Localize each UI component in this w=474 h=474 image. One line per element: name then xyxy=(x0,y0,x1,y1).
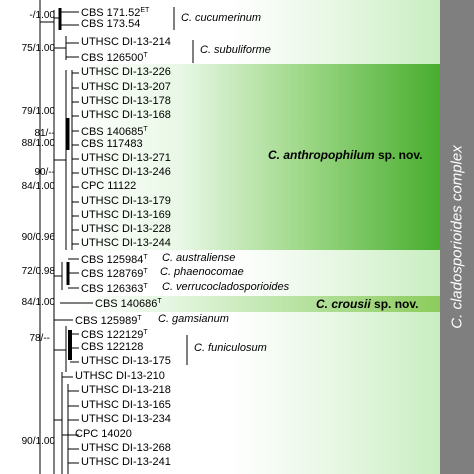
complex-side-label: C. cladosporioides complex xyxy=(448,145,466,329)
type-superscript: T xyxy=(137,315,142,322)
type-superscript: T xyxy=(143,52,148,59)
species-note-funiculosum: C. funiculosum xyxy=(194,342,267,354)
species-note-subuliforme: C. subuliforme xyxy=(200,44,271,56)
clade-suffix-anthropophilum: sp. nov. xyxy=(378,148,423,162)
taxon-label: UTHSC DI-13-210 xyxy=(75,370,165,382)
support-value: 79/1.00 xyxy=(21,106,55,117)
type-superscript: T xyxy=(143,254,148,261)
anthropophilum-band xyxy=(68,64,440,250)
taxon-label: UTHSC DI-13-179 xyxy=(81,195,171,207)
support-value: 75/1.00 xyxy=(21,43,55,54)
taxon-label: CBS 125984T xyxy=(81,254,148,266)
support-value: 84/1.00 xyxy=(21,181,55,192)
taxon-label: UTHSC DI-13-246 xyxy=(81,166,171,178)
taxon-label: UTHSC DI-13-271 xyxy=(81,152,171,164)
taxon-species-note: C. verrucocladosporioides xyxy=(162,281,290,293)
taxon-species-note: C. australiense xyxy=(162,252,236,264)
taxon-label: UTHSC DI-13-244 xyxy=(81,237,171,249)
taxon-label: CPC 14020 xyxy=(75,428,132,440)
taxon-label: CBS 125989T xyxy=(75,315,142,327)
taxon-label: UTHSC DI-13-214 xyxy=(81,36,171,48)
taxon-label: CBS 140686T xyxy=(95,298,162,310)
taxon-label: UTHSC DI-13-226 xyxy=(81,66,171,78)
species-note-cucumerinum: C. cucumerinum xyxy=(181,12,262,24)
support-value: 88/1.00 xyxy=(21,138,55,149)
support-value: 78/-- xyxy=(29,333,50,344)
clade-suffix-crousii: sp. nov. xyxy=(374,297,419,311)
taxon-label: UTHSC DI-13-234 xyxy=(81,413,171,425)
taxon-label: UTHSC DI-13-241 xyxy=(81,456,171,468)
clade-name-anthropophilum: C. anthropophilum xyxy=(268,148,375,162)
taxon-label: UTHSC DI-13-175 xyxy=(81,355,171,367)
support-value: 90/1.00 xyxy=(21,436,55,447)
support-value: 90/0.96 xyxy=(21,232,55,243)
taxon-label: UTHSC DI-13-169 xyxy=(81,209,171,221)
taxon-label: UTHSC DI-13-228 xyxy=(81,223,171,235)
taxon-label: UTHSC DI-13-207 xyxy=(81,81,171,93)
taxon-label: CBS 140685T xyxy=(81,126,148,138)
support-value: 81/-- xyxy=(34,128,55,139)
crousii-band xyxy=(75,296,440,312)
type-superscript: T xyxy=(143,283,148,290)
taxon-label: UTHSC DI-13-178 xyxy=(81,95,171,107)
taxon-label: CPC 11122 xyxy=(81,180,137,192)
taxon-label: UTHSC DI-13-165 xyxy=(81,399,171,411)
taxon-label: CBS 173.54 xyxy=(81,18,141,30)
taxon-species-note: C. gamsianum xyxy=(158,313,229,325)
clade-title-crousii: C. crousii sp. nov. xyxy=(316,297,418,311)
taxon-label: UTHSC DI-13-218 xyxy=(81,384,171,396)
taxon-label: CBS 122128 xyxy=(81,341,144,353)
clade-name-crousii: C. crousii xyxy=(316,297,371,311)
type-superscript: ET xyxy=(140,7,150,14)
taxon-species-note: C. phaenocomae xyxy=(160,266,244,278)
taxon-label: UTHSC DI-13-268 xyxy=(81,442,171,454)
taxon-label: UTHSC DI-13-168 xyxy=(81,109,171,121)
type-superscript: T xyxy=(143,268,148,275)
taxon-label: CBS 122129T xyxy=(81,329,148,341)
support-value: 90/-- xyxy=(34,167,55,178)
taxon-label: CBS 128769T xyxy=(81,268,148,280)
type-superscript: T xyxy=(157,298,162,305)
type-superscript: T xyxy=(143,126,148,133)
clade-title-anthropophilum: C. anthropophilum sp. nov. xyxy=(268,148,422,162)
support-value: 72/0.98 xyxy=(21,266,55,277)
taxon-label: CBS 171.52ET xyxy=(81,7,150,19)
taxon-label: CBS 126363T xyxy=(81,283,148,295)
support-value: 84/1.00 xyxy=(21,297,55,308)
type-superscript: T xyxy=(143,329,148,336)
taxon-label: CBS 117483 xyxy=(81,138,143,150)
complex-side-bar xyxy=(440,0,474,474)
support-value: -/1.00 xyxy=(29,10,55,21)
taxon-label: CBS 126500T xyxy=(81,52,148,64)
